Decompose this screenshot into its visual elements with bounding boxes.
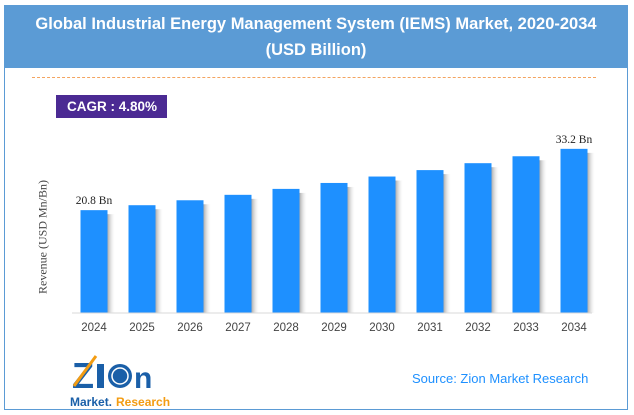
bar-2024: [80, 210, 108, 313]
bar-shadow: [347, 186, 356, 313]
bar-2033: [512, 156, 540, 313]
divider: [32, 77, 596, 78]
bar-shadow: [203, 204, 212, 313]
svg-text:Market.: Market.: [70, 395, 112, 409]
bar-2030: [368, 176, 396, 313]
bar-shadow: [491, 167, 500, 313]
bar-2028: [272, 188, 300, 313]
data-label: 33.2 Bn: [556, 134, 593, 146]
title-line-2: (USD Billion): [265, 41, 367, 59]
bar-shadow: [395, 180, 404, 313]
x-tick-label: 2032: [465, 322, 491, 334]
bar-shadow: [587, 152, 596, 313]
source-note: Source: Zion Market Research: [412, 371, 589, 386]
x-tick-label: 2031: [417, 322, 443, 334]
bar-2025: [128, 205, 156, 313]
x-tick-label: 2026: [177, 322, 203, 334]
bar-shadow: [539, 160, 548, 313]
bar-shadow: [299, 192, 308, 313]
bar-2027: [224, 194, 252, 313]
title-line-1: Global Industrial Energy Management Syst…: [35, 15, 597, 33]
zion-logo: Z n Market. Research: [70, 355, 170, 409]
x-tick-label: 2028: [273, 322, 299, 334]
svg-text:n: n: [134, 362, 152, 395]
x-tick-label: 2024: [81, 322, 107, 334]
cagr-badge: CAGR : 4.80%: [56, 95, 167, 118]
bar-2031: [416, 170, 444, 313]
x-tick-label: 2034: [561, 322, 587, 334]
x-tick-label: 2025: [129, 322, 155, 334]
bar-shadow: [155, 209, 164, 313]
x-tick-label: 2027: [225, 322, 251, 334]
chart-title: Global Industrial Energy Management Syst…: [4, 5, 628, 68]
svg-text:Research: Research: [116, 395, 170, 409]
bar-2029: [320, 182, 348, 313]
bar-shadow: [443, 174, 452, 313]
bar-shadow: [107, 214, 116, 313]
bar-2034: [560, 148, 588, 313]
bar-shadow: [251, 198, 260, 313]
bar-2026: [176, 200, 204, 313]
x-tick-label: 2030: [369, 322, 395, 334]
bar-2032: [464, 163, 492, 313]
data-label: 20.8 Bn: [76, 195, 113, 207]
x-tick-label: 2033: [513, 322, 539, 334]
x-tick-label: 2029: [321, 322, 347, 334]
